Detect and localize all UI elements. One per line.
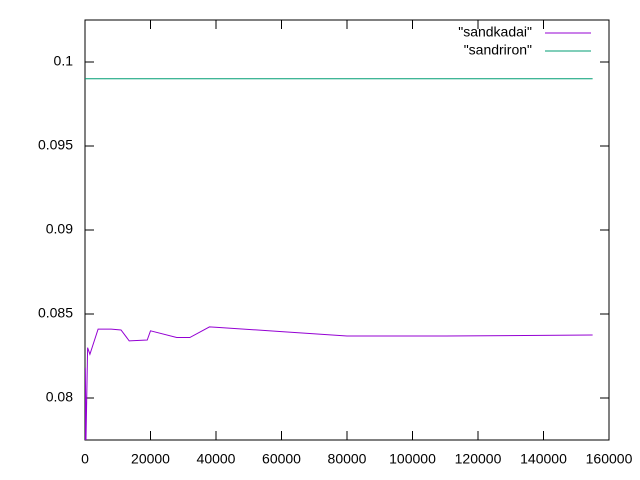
x-tick-label: 80000 (328, 451, 367, 467)
x-tick-label: 0 (81, 451, 89, 467)
legend-label: "sandriron" (464, 42, 532, 58)
y-tick-label: 0.085 (38, 305, 73, 321)
y-tick-label: 0.09 (46, 221, 73, 237)
y-tick-label: 0.095 (38, 137, 73, 153)
x-tick-label: 100000 (389, 451, 436, 467)
x-tick-label: 160000 (586, 451, 633, 467)
x-tick-label: 120000 (455, 451, 502, 467)
x-tick-label: 60000 (262, 451, 301, 467)
x-tick-label: 20000 (131, 451, 170, 467)
legend-label: "sandkadai" (458, 24, 532, 40)
x-tick-label: 40000 (197, 451, 236, 467)
plot-frame (84, 19, 610, 441)
x-tick-label: 140000 (520, 451, 567, 467)
series-line (85, 326, 593, 440)
y-tick-label: 0.1 (54, 53, 74, 69)
y-tick-label: 0.08 (46, 389, 73, 405)
